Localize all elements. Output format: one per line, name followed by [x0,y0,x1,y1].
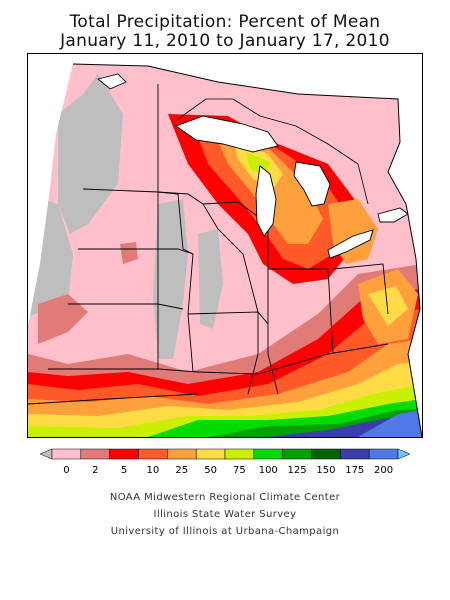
boundary-sd-ne [78,248,194,255]
canada-border [177,98,369,205]
credit-line-2: Illinois State Water Survey [153,509,297,520]
field-0-2-iowa [198,229,223,329]
legend-swatch [224,448,255,460]
legend-swatch [195,448,226,460]
lake-michigan [255,165,277,237]
color-legend: 0 2 5 10 25 50 75 100 125 150 175 200 [40,448,410,476]
lake-erie [327,229,374,259]
legend-swatch [282,448,312,460]
legend-label: 125 [288,465,307,476]
legend-swatch [80,448,110,460]
legend-label: 175 [345,465,364,476]
legend-label: 0 [63,465,69,476]
field-0-2-west [58,74,123,234]
legend-label: 10 [147,465,160,476]
field-75-100-ohio [368,286,408,326]
field-200-plus-band [358,410,422,437]
map-svg [28,54,422,437]
legend-label: 150 [316,465,335,476]
boundary-ok-tx [28,393,199,405]
boundary-ky-tn [197,343,389,375]
lake-ontario [377,207,409,223]
precip-field [28,64,422,437]
legend-swatch [368,448,399,460]
legend-label: 100 [259,465,278,476]
boundary-il-in [267,224,279,395]
boundary-in-oh [268,268,334,355]
legend-label: 200 [374,465,393,476]
legend-label: 50 [204,465,217,476]
legend-swatch [167,448,197,460]
field-5-10-kansas [38,294,88,344]
precipitation-map [27,53,423,438]
legend-label: 75 [233,465,246,476]
legend-label: 2 [92,465,98,476]
region-outline [72,63,422,437]
map-title: Total Precipitation: Percent of Mean [69,12,381,32]
legend-left-arrow [40,448,53,460]
legend-swatch [253,448,283,460]
field-0-2-central [153,199,188,359]
state-boundaries [28,84,389,405]
lake-huron [293,161,331,207]
legend-swatch [340,448,370,460]
great-lakes [97,73,409,259]
boundary-oh-pa [332,263,389,315]
legend-swatch [138,448,168,460]
credit-line-3: University of Illinois at Urbana-Champai… [110,526,340,537]
boundary-ia-west [177,193,194,373]
lake-superior [175,115,279,153]
legend-label: 5 [121,465,127,476]
boundary-wi-il [202,203,259,395]
credit-line-1: NOAA Midwestern Regional Climate Center [109,492,341,503]
legend-swatch [51,448,82,460]
field-5-10-spot [120,242,138,264]
legend-right-arrow [397,448,410,460]
lake-winnipeg [97,73,127,90]
legend-swatch [311,448,341,460]
legend-swatch [109,448,139,460]
legend-label: 25 [175,465,188,476]
map-date-range: January 11, 2010 to January 17, 2010 [60,31,390,51]
